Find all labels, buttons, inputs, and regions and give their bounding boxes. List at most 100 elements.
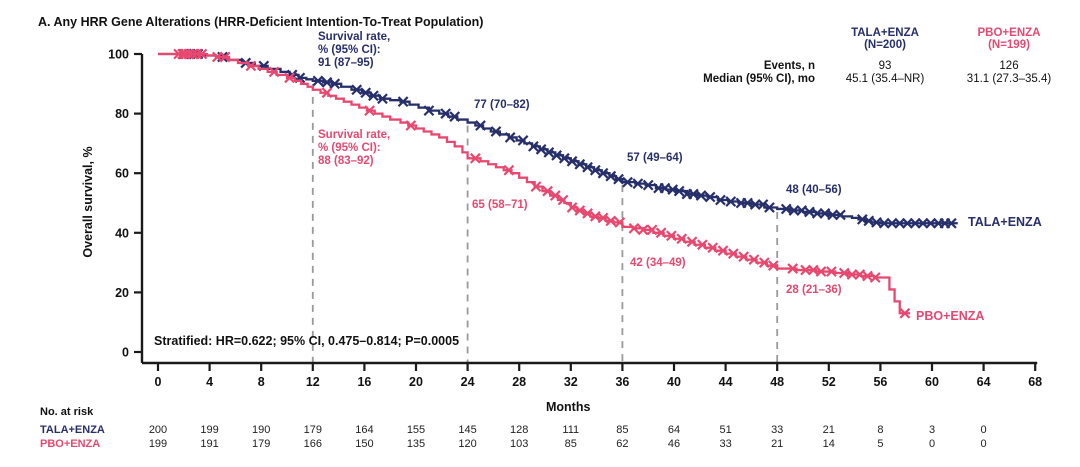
censor-mark — [738, 251, 750, 263]
censor-mark — [179, 48, 191, 60]
censor-mark — [187, 48, 199, 60]
censor-mark — [869, 272, 881, 283]
censor-mark — [748, 254, 760, 265]
stats-row-label-events: Events, n — [763, 60, 815, 72]
x-tick-label: 28 — [512, 375, 526, 389]
survival-rate-annotation-48mo-tala: 48 (40–56) — [786, 184, 842, 197]
censor-mark — [846, 269, 858, 280]
at-risk-value: 21 — [771, 438, 784, 450]
censor-mark — [440, 108, 452, 119]
x-tick-label: 60 — [925, 375, 939, 389]
censor-mark — [517, 135, 529, 146]
censor-mark — [469, 152, 481, 164]
survival-rate-annotation-36mo-pbo: 42 (34–49) — [630, 257, 686, 270]
censor-mark — [589, 211, 601, 222]
survival-rate-annotation-24mo-tala: 77 (70–82) — [474, 99, 530, 112]
at-risk-value: 8 — [877, 424, 884, 436]
pbo-enza-curve — [158, 52, 911, 315]
censor-mark — [558, 152, 570, 164]
at-risk-value: 33 — [719, 438, 732, 450]
x-tick-label: 20 — [409, 375, 423, 389]
annotation-line: % (95% CI): — [318, 142, 381, 154]
x-tick-label: 24 — [461, 375, 475, 389]
at-risk-value: 120 — [458, 438, 477, 450]
at-risk-value: 145 — [458, 424, 477, 436]
censor-mark — [695, 190, 707, 201]
censor-mark — [863, 215, 875, 227]
censor-mark — [574, 158, 586, 170]
censor-mark — [551, 149, 562, 161]
censor-mark — [899, 307, 911, 319]
at-risk-value: 103 — [510, 438, 529, 450]
censor-mark — [530, 181, 542, 192]
at-risk-value: 5 — [877, 438, 884, 450]
at-risk-value: 111 — [562, 424, 580, 436]
at-risk-value: 191 — [200, 438, 219, 450]
y-tick-label: 60 — [115, 167, 129, 181]
censor-mark — [707, 242, 719, 254]
censor-mark — [807, 264, 819, 276]
censor-mark — [673, 185, 685, 197]
annotation-line: 91 (87–95) — [318, 57, 374, 69]
censor-mark — [796, 205, 808, 216]
stats-row-label-median: Median (95% CI), mo — [703, 73, 815, 85]
at-risk-value: 0 — [980, 438, 987, 450]
at-risk-value: 51 — [719, 424, 732, 436]
x-tick-label: 0 — [155, 375, 162, 389]
censor-mark — [697, 239, 708, 251]
censor-mark — [780, 203, 792, 215]
censor-mark — [686, 236, 698, 248]
censor-mark — [321, 76, 333, 88]
curve-label-pbo-enza: PBO+ENZA — [916, 309, 985, 323]
censor-mark — [909, 217, 921, 229]
censor-mark — [826, 266, 837, 277]
annotation-line: % (95% CI): — [318, 44, 381, 56]
x-tick-label: 64 — [977, 375, 991, 389]
censor-mark — [543, 146, 555, 158]
censor-mark — [838, 267, 850, 279]
annotation-line: 65 (58–71) — [472, 199, 528, 211]
censor-mark — [925, 217, 937, 229]
censor-mark — [475, 120, 486, 131]
censor-mark — [886, 217, 898, 229]
censor-mark — [666, 230, 677, 242]
at-risk-row-name-tala: TALA+ENZA — [40, 424, 105, 436]
stats-median-pbo: 31.1 (27.3–35.4) — [966, 73, 1052, 85]
at-risk-value: 85 — [564, 438, 577, 450]
censor-mark — [632, 178, 644, 190]
censor-mark — [715, 194, 726, 206]
at-risk-value: 64 — [667, 424, 681, 436]
censor-mark — [321, 87, 333, 99]
censor-mark — [800, 264, 811, 276]
at-risk-value: 14 — [822, 438, 835, 450]
annotation-line: 77 (70–82) — [474, 99, 530, 111]
censor-mark — [757, 199, 769, 210]
stats-col-header-tala-n: (N=200) — [864, 39, 906, 51]
y-axis-label: Overall survival, % — [81, 146, 95, 258]
annotation-line: 42 (34–49) — [630, 257, 686, 269]
x-tick-label: 44 — [719, 375, 733, 389]
x-tick-label: 36 — [615, 375, 629, 389]
at-risk-value: 190 — [252, 424, 271, 436]
survival-rate-annotation-36mo-tala: 57 (49–64) — [627, 152, 683, 165]
at-risk-value: 46 — [667, 438, 681, 450]
censor-mark — [815, 266, 827, 277]
stats-events-tala: 93 — [878, 60, 892, 72]
at-risk-value: 200 — [148, 424, 168, 436]
censor-mark — [245, 60, 257, 72]
at-risk-value: 62 — [616, 438, 629, 450]
censor-mark — [582, 161, 593, 173]
at-risk-value: 85 — [616, 424, 629, 436]
censor-mark — [687, 188, 699, 200]
censor-mark — [364, 105, 375, 116]
annotation-line: 88 (83–92) — [318, 155, 374, 167]
censor-mark — [725, 196, 737, 207]
censor-mark — [717, 245, 729, 257]
censor-mark — [329, 78, 341, 90]
censor-mark — [351, 84, 363, 96]
at-risk-row-name-pbo: PBO+ENZA — [40, 438, 101, 450]
censor-mark — [811, 208, 823, 219]
censor-mark — [528, 141, 539, 152]
